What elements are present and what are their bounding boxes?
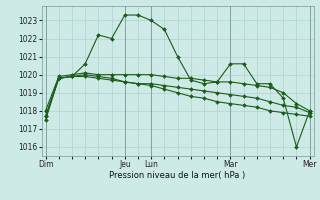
- X-axis label: Pression niveau de la mer( hPa ): Pression niveau de la mer( hPa ): [109, 171, 246, 180]
